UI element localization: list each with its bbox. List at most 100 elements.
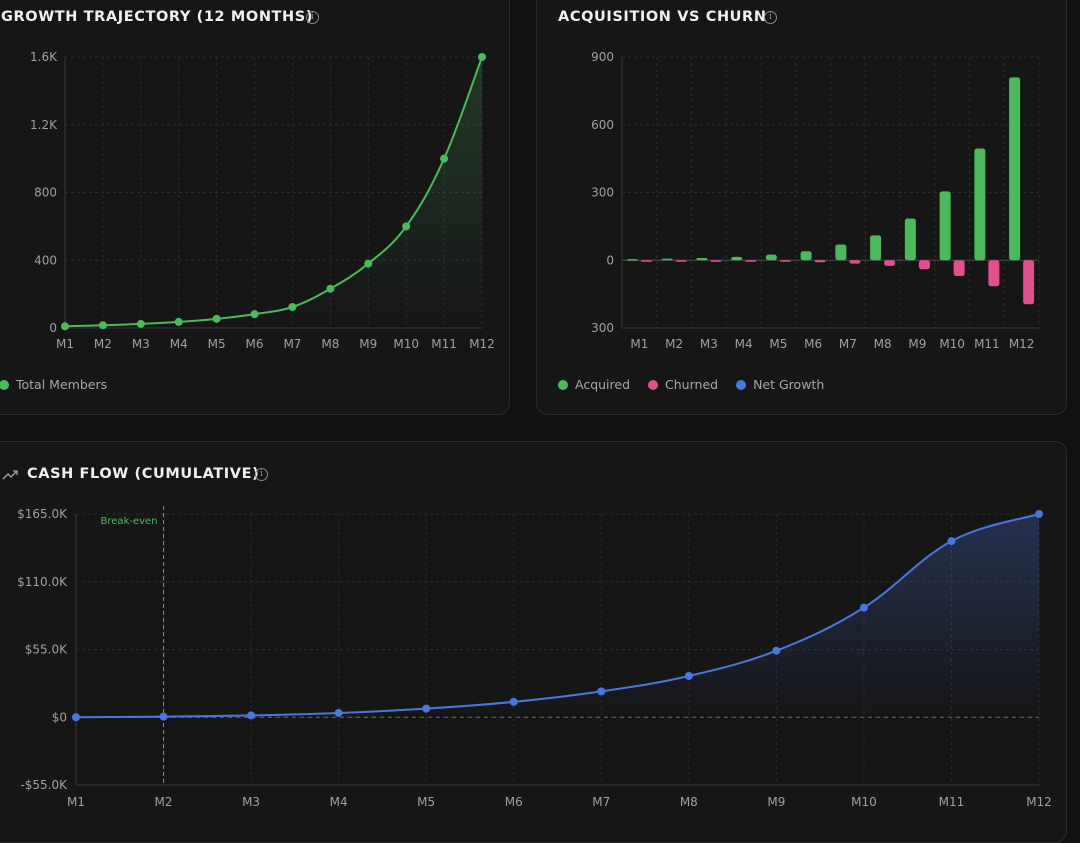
bar-churned — [710, 260, 722, 262]
legend-item-net-growth[interactable]: Net Growth — [736, 377, 824, 392]
x-tick-label: M2 — [665, 337, 683, 351]
bar-churned — [849, 260, 861, 264]
series-area — [76, 514, 1039, 718]
bar-acquired — [626, 259, 638, 261]
bar-churned — [918, 260, 930, 270]
data-point — [174, 317, 183, 326]
x-tick-label: M2 — [155, 795, 173, 809]
growth-legend: Total Members — [0, 377, 107, 392]
bar-churned — [675, 260, 687, 262]
legend-label: Churned — [665, 377, 719, 392]
legend-item-acquired[interactable]: Acquired — [558, 377, 630, 392]
data-point — [859, 603, 868, 612]
x-tick-label: M5 — [208, 337, 226, 351]
bar-churned — [640, 260, 652, 262]
x-tick-label: M11 — [974, 337, 1000, 351]
bar-acquired — [974, 148, 986, 261]
x-tick-label: M12 — [469, 337, 495, 351]
data-point — [98, 321, 107, 330]
x-tick-label: M4 — [170, 337, 188, 351]
legend-label: Net Growth — [753, 377, 825, 392]
y-tick-label: -$55.0K — [20, 778, 68, 792]
legend-item-total-members[interactable]: Total Members — [0, 377, 107, 392]
x-tick-label: M7 — [283, 337, 301, 351]
y-tick-label: 800 — [34, 186, 57, 200]
data-point — [288, 302, 297, 311]
x-tick-label: M8 — [680, 795, 698, 809]
x-tick-label: M9 — [359, 337, 377, 351]
growth-chart-title: GROWTH TRAJECTORY (12 MONTHS) — [1, 9, 314, 25]
x-tick-label: M10 — [393, 337, 419, 351]
bar-acquired — [661, 258, 673, 261]
info-icon[interactable]: i — [764, 11, 777, 24]
x-tick-label: M9 — [767, 795, 785, 809]
x-tick-label: M6 — [505, 795, 523, 809]
bar-churned — [988, 260, 1000, 287]
data-point — [136, 319, 145, 328]
data-point — [440, 154, 449, 163]
legend-label: Acquired — [575, 377, 631, 392]
cash-flow-chart: -$55.0K $0 $55.0K $110.0K $165.0K M1 M2 M3 M4 M5 M… — [17, 506, 1052, 809]
x-tick-label: M1 — [56, 337, 74, 351]
data-point — [247, 711, 256, 720]
legend-swatch — [0, 379, 9, 390]
info-icon[interactable]: i — [306, 11, 319, 24]
bar-acquired — [835, 244, 847, 261]
y-tick-label: $165.0K — [17, 507, 68, 521]
legend-swatch — [558, 379, 568, 390]
x-tick-label: M4 — [330, 795, 348, 809]
x-tick-label: M3 — [132, 337, 150, 351]
x-tick-label: M10 — [939, 337, 965, 351]
bar-churned — [953, 260, 965, 277]
x-tick-label: M5 — [417, 795, 435, 809]
data-point — [72, 713, 80, 722]
acquisition-legend: Acquired Churned Net Growth — [558, 377, 824, 392]
series-area — [65, 57, 482, 328]
y-tick-label: 1.6K — [30, 50, 58, 64]
legend-label: Total Members — [16, 377, 108, 392]
y-tick-label: 0 — [49, 321, 57, 335]
x-tick-label: M11 — [939, 795, 965, 809]
acquisition-chart-title: ACQUISITION VS CHURN — [558, 9, 767, 25]
break-even-label: Break-even — [101, 516, 158, 527]
x-tick-label: M10 — [851, 795, 877, 809]
x-tick-label: M12 — [1026, 795, 1052, 809]
bar-acquired — [731, 256, 743, 261]
bar-churned — [814, 260, 826, 263]
x-tick-label: M8 — [874, 337, 892, 351]
bar-acquired — [904, 218, 916, 261]
bar-acquired — [939, 191, 951, 261]
acquisition-chart: 300 0 300 600 900 M1 M2 M3 M4 M5 M6 M7 M8 M9 M10 M11 M12 — [591, 50, 1040, 351]
x-tick-label: M1 — [630, 337, 648, 351]
legend-swatch — [648, 379, 659, 390]
y-tick-label: 1.2K — [30, 118, 58, 132]
data-point — [1035, 510, 1043, 518]
y-tick-label: $0 — [52, 710, 67, 724]
data-point — [947, 537, 956, 546]
x-tick-label: M6 — [804, 337, 822, 351]
y-tick-label: 400 — [34, 253, 57, 267]
data-point — [326, 284, 335, 293]
series-line-cumulative-cash — [75, 513, 1040, 719]
data-point — [364, 259, 373, 268]
legend-swatch — [736, 379, 747, 390]
data-point — [402, 222, 411, 231]
bar-acquired — [765, 254, 777, 261]
data-point — [250, 310, 259, 319]
x-tick-label: M9 — [908, 337, 926, 351]
growth-chart: 0 400 800 1.2K 1.6K M1 M2 M3 M4 M5 M6 M7 M8 M9 M10 M11 M… — [30, 50, 495, 351]
growth-trajectory-card: GROWTH TRAJECTORY (12 MONTHS) i 0 400 800 1… — [0, 0, 510, 415]
x-tick-label: M6 — [246, 337, 264, 351]
data-point — [772, 646, 781, 655]
bar-acquired — [870, 235, 882, 261]
data-point — [684, 671, 693, 680]
data-point — [212, 314, 221, 323]
y-tick-label: 600 — [591, 118, 614, 132]
info-icon[interactable]: i — [255, 468, 268, 481]
data-point — [422, 704, 431, 713]
acquisition-churn-card: ACQUISITION VS CHURN i 300 0 300 600 900 M1 M2… — [536, 0, 1067, 415]
data-point — [61, 322, 69, 331]
legend-item-churned[interactable]: Churned — [648, 377, 718, 392]
bar-acquired — [800, 251, 812, 261]
x-tick-label: M8 — [321, 337, 339, 351]
